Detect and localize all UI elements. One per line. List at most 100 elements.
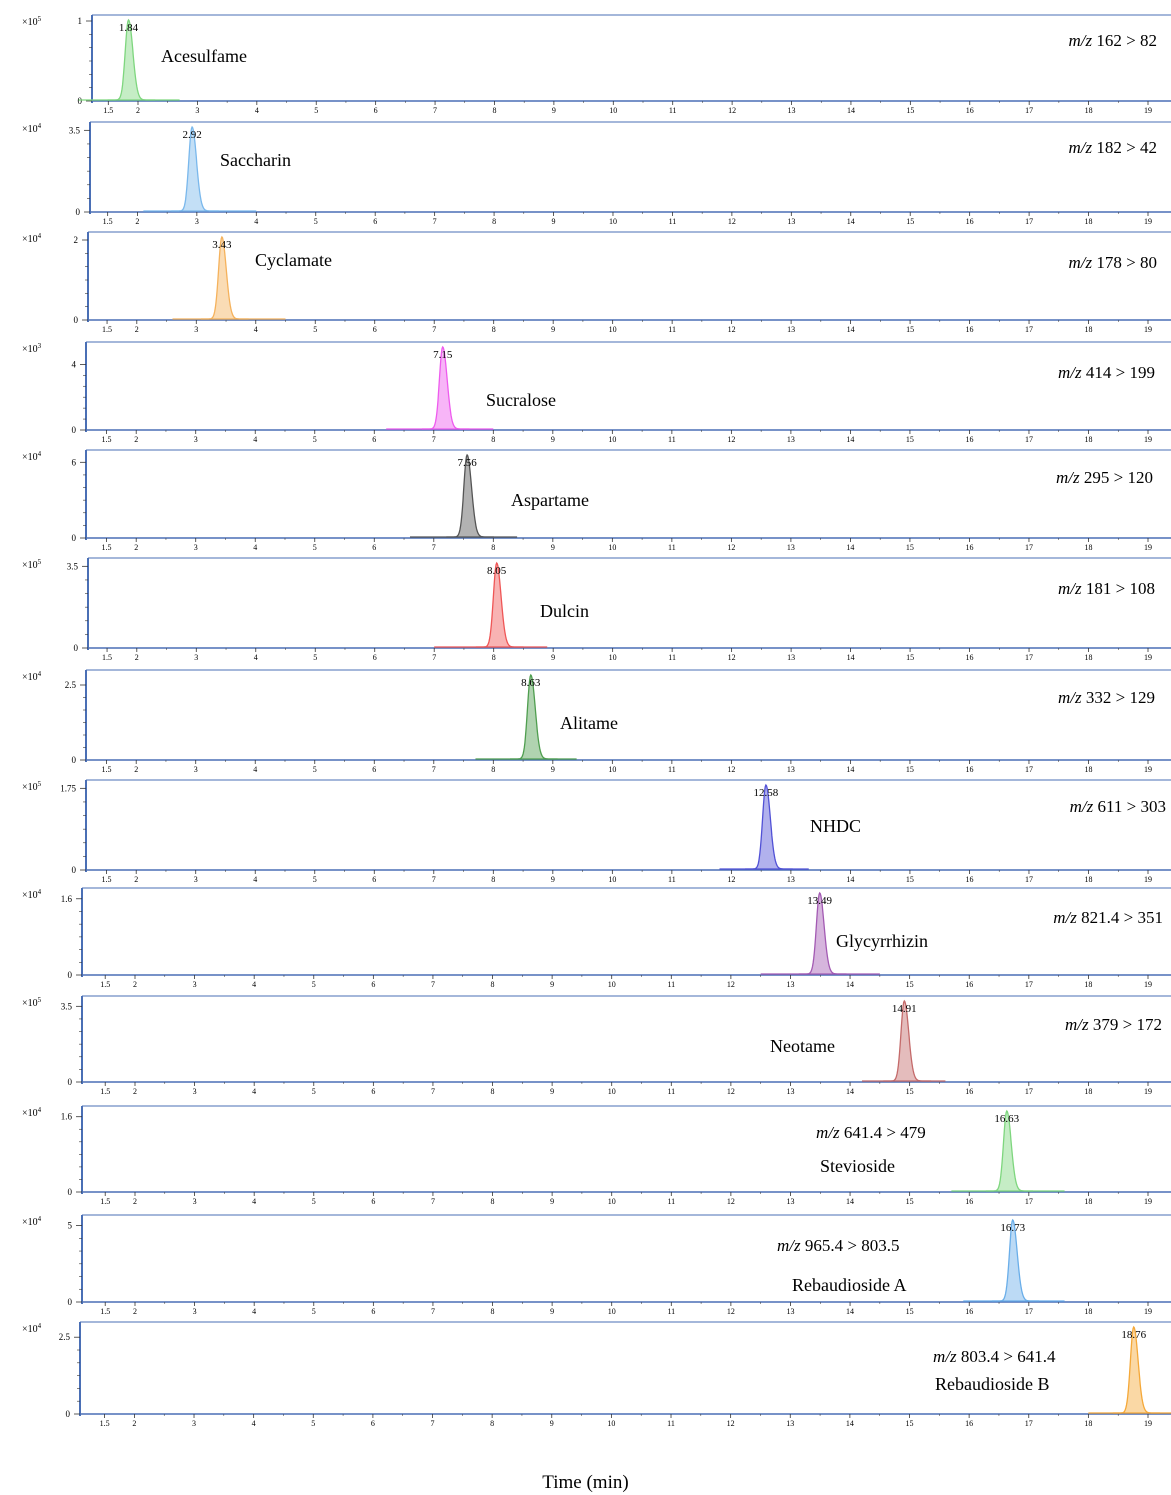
x-tick-label: 17	[1025, 435, 1033, 444]
x-tick-label: 2	[133, 980, 137, 989]
x-tick-label: 11	[668, 875, 676, 884]
x-tick-label: 5	[313, 765, 317, 774]
retention-time-label: 14.91	[892, 1003, 917, 1015]
x-tick-label: 14	[846, 1419, 854, 1428]
x-tick-label: 8	[490, 1419, 494, 1428]
x-tick-label: 15	[906, 435, 914, 444]
x-tick-label: 6	[372, 765, 376, 774]
x-tick-label: 11	[667, 1307, 675, 1316]
mz-transition: m/z 803.4 > 641.4	[933, 1347, 1056, 1366]
y-tick-label: 0	[74, 315, 79, 325]
peak-trace	[745, 783, 793, 870]
y-tick-label: 0	[68, 1077, 73, 1087]
retention-time-label: 8.63	[521, 677, 541, 689]
x-tick-label: 6	[371, 1419, 375, 1428]
x-tick-label: 11	[667, 1419, 675, 1428]
retention-time-label: 3.43	[212, 239, 232, 251]
x-tick-label: 17	[1025, 875, 1033, 884]
x-tick-label: 7	[431, 1419, 435, 1428]
x-tick-label: 16	[965, 765, 973, 774]
mz-transition: m/z 181 > 108	[1058, 579, 1155, 598]
x-tick-label: 6	[371, 1197, 375, 1206]
x-tick-label: 16	[966, 653, 974, 662]
x-tick-label: 7	[432, 653, 436, 662]
y-scale-multiplier: ×104	[22, 1215, 42, 1228]
mz-transition: m/z 611 > 303	[1070, 797, 1166, 816]
x-tick-label: 19	[1144, 1419, 1152, 1428]
x-tick-label: 5	[311, 1419, 315, 1428]
chromatogram-panel-6: ×105 0 3.5 1.5 2 3 4 5 6 7 8 9 10 11 12 13 14 15 16 17 18 19 8…	[22, 557, 1171, 662]
peak-trace	[985, 1109, 1033, 1192]
peak-trace	[1112, 1325, 1160, 1414]
y-tick-label: 0	[72, 755, 77, 765]
x-tick-label: 15	[906, 543, 914, 552]
y-scale-multiplier: ×104	[22, 1322, 42, 1335]
x-tick-label: 4	[254, 653, 258, 662]
x-tick-label: 1.5	[100, 1419, 110, 1428]
chromatogram-panel-2: ×104 0 3.5 1.5 2 3 4 5 6 7 8 9 10 11 12 13 14 15 16 17 18 19 2…	[22, 121, 1171, 226]
x-tick-label: 5	[312, 1087, 316, 1096]
x-tick-label: 8	[491, 1087, 495, 1096]
x-tick-label: 4	[252, 1087, 256, 1096]
x-tick-label: 3	[193, 980, 197, 989]
x-tick-label: 6	[372, 435, 376, 444]
x-tick-label: 1.5	[101, 543, 111, 552]
x-tick-label: 6	[372, 875, 376, 884]
x-tick-label: 15	[906, 765, 914, 774]
x-tick-label: 19	[1144, 106, 1152, 115]
x-tick-label: 15	[906, 980, 914, 989]
x-tick-label: 17	[1025, 980, 1033, 989]
x-tick-label: 12	[727, 765, 735, 774]
chromatogram-panel-10: ×105 0 3.5 1.5 2 3 4 5 6 7 8 9 10 11 12 13 14 15 16 17 18 19 1…	[22, 995, 1171, 1096]
x-tick-label: 14	[846, 765, 854, 774]
y-tick-label: 6	[72, 457, 77, 467]
mz-transition: m/z 379 > 172	[1065, 1015, 1162, 1034]
y-tick-label: 1.6	[61, 894, 73, 904]
x-tick-label: 7	[432, 325, 436, 334]
x-tick-label: 13	[787, 543, 795, 552]
mz-transition: m/z 414 > 199	[1058, 363, 1155, 382]
y-tick-label: 2.5	[59, 1332, 71, 1342]
x-tick-label: 4	[254, 325, 258, 334]
x-tick-label: 16	[966, 217, 974, 226]
x-tick-label: 3	[192, 1419, 196, 1428]
x-tick-label: 10	[607, 1419, 615, 1428]
x-tick-label: 11	[668, 653, 676, 662]
x-tick-label: 19	[1144, 765, 1152, 774]
peak-trace	[171, 125, 219, 212]
peak-fill	[421, 347, 470, 429]
x-tick-label: 4	[252, 1197, 256, 1206]
x-tick-label: 12	[727, 543, 735, 552]
x-tick-label: 6	[371, 1307, 375, 1316]
compound-name: NHDC	[810, 816, 861, 836]
x-tick-label: 16	[965, 1087, 973, 1096]
peak-fill	[171, 127, 219, 211]
mz-transition: m/z 182 > 42	[1069, 138, 1157, 157]
y-tick-label: 0	[72, 533, 77, 543]
x-tick-label: 13	[786, 1087, 794, 1096]
chromatogram-panel-9: ×104 0 1.6 1.5 2 3 4 5 6 7 8 9 10 11 12 13 14 15 16 17 18 19 1…	[22, 887, 1171, 989]
x-tick-label: 13	[787, 765, 795, 774]
x-tick-label: 18	[1084, 1197, 1092, 1206]
peak-trace	[201, 235, 249, 320]
x-tick-label: 11	[668, 325, 676, 334]
x-tick-label: 7	[432, 435, 436, 444]
x-tick-label: 18	[1085, 653, 1093, 662]
x-tick-label: 13	[787, 435, 795, 444]
x-tick-label: 8	[491, 543, 495, 552]
compound-name: Aspartame	[511, 490, 589, 510]
x-tick-label: 13	[787, 325, 795, 334]
x-tick-label: 10	[608, 765, 616, 774]
x-tick-label: 8	[492, 217, 496, 226]
x-tick-label: 7	[431, 1087, 435, 1096]
x-tick-label: 16	[965, 1419, 973, 1428]
y-tick-label: 3.5	[69, 125, 81, 135]
x-tick-label: 14	[846, 980, 854, 989]
x-tick-label: 5	[314, 106, 318, 115]
y-tick-label: 3.5	[61, 1001, 73, 1011]
x-tick-label: 10	[608, 1197, 616, 1206]
x-tick-label: 11	[668, 765, 676, 774]
x-tick-label: 18	[1084, 980, 1092, 989]
x-tick-label: 9	[550, 980, 554, 989]
peak-trace	[107, 18, 156, 101]
